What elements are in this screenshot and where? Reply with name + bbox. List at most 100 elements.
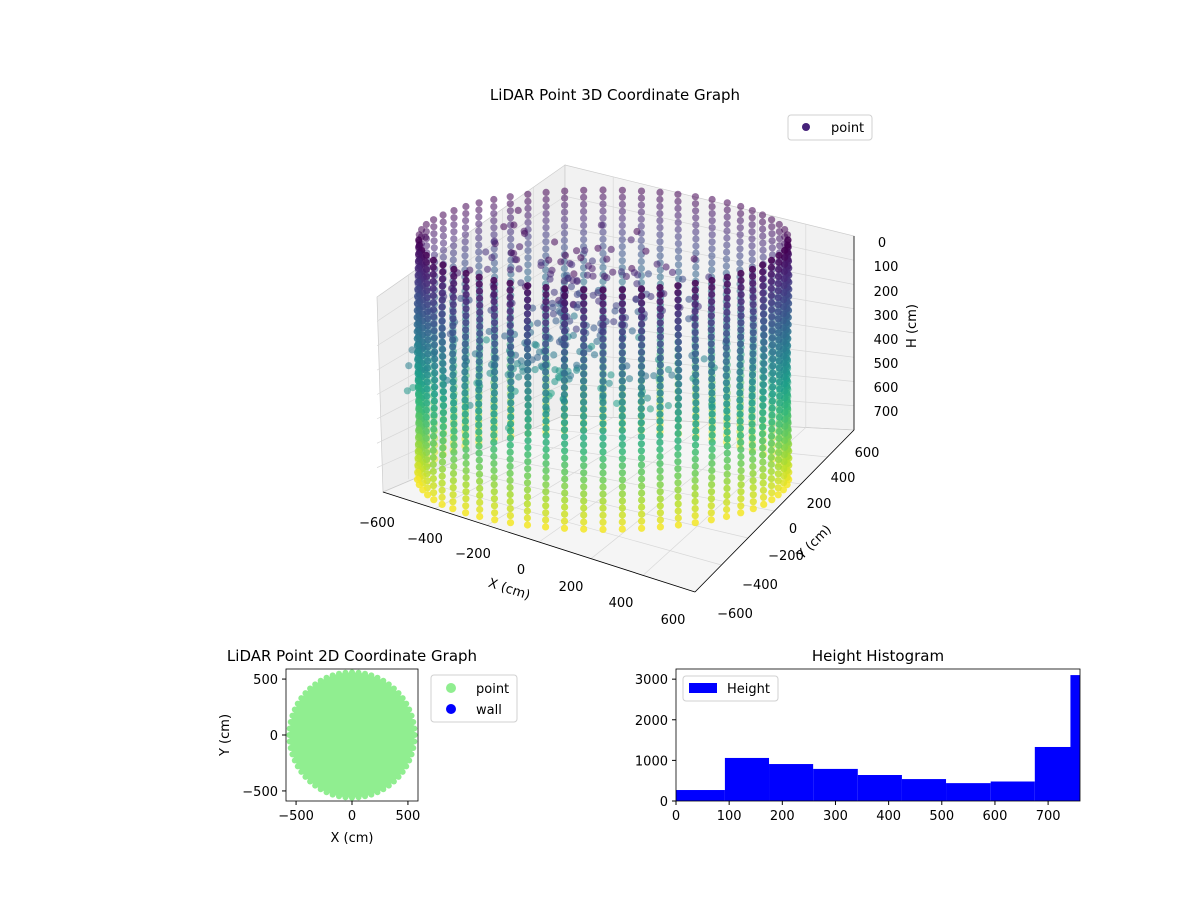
point-3d [599,434,607,442]
point-3d [736,252,744,260]
point-3d [737,474,745,482]
point-3d [461,224,470,232]
point-3d [439,211,447,219]
point-3d [780,267,788,276]
point-3d [759,246,767,254]
point-3d [414,363,422,371]
point-3d [476,301,484,309]
point-3d [490,276,498,285]
point-3d [723,421,731,429]
x-ticks: −600 −400 −200 0 200 400 600 [359,516,685,628]
point-3d [723,280,731,288]
point-3d [580,278,588,286]
point-3d [542,195,550,204]
point-3d [439,246,448,254]
point-3d [723,484,731,492]
z-tick-label: 600 [874,381,899,396]
point-3d [546,275,554,283]
z-tick-label: 300 [874,309,899,324]
point-3d [638,292,646,300]
point-3d [656,188,664,196]
point-3d [581,246,589,254]
point-3d [580,518,588,526]
point-3d [438,472,446,480]
point-3d [656,403,664,411]
point-3d [475,386,483,394]
point-3d [580,525,588,533]
point-3d [708,259,716,267]
point-cloud [403,186,793,534]
point-3d [462,312,470,320]
point-3d [524,254,532,262]
point-3d [691,448,700,456]
point-3d [594,244,602,252]
point-3d [674,233,682,241]
point-3d [554,373,563,381]
legend-2d-label-point: point [476,682,509,697]
point-3d [438,289,446,297]
point-3d [461,245,469,253]
point-3d [542,217,550,225]
point-2d [374,674,381,681]
point-3d [656,354,665,362]
point-3d [599,193,607,201]
point-3d [580,307,588,315]
x-tick-label-hist: 300 [823,809,848,824]
point-3d [656,375,664,383]
point-3d [768,425,776,433]
point-3d [775,336,783,344]
point-3d [542,188,550,196]
point-3d [748,378,757,386]
point-3d [523,303,532,311]
point-3d [767,263,776,271]
point-3d [424,329,432,337]
point-3d [450,399,458,407]
point-3d [524,211,532,219]
point-3d [759,451,767,459]
point-3d [462,459,470,468]
point-3d [599,406,607,414]
point-3d [449,343,457,351]
point-3d [506,511,514,520]
point-3d [461,417,469,425]
point-3d [429,467,437,476]
point-3d [462,467,470,475]
point-2d [286,732,293,738]
point-3d [737,495,745,503]
point-3d [490,495,498,503]
point-3d [775,427,783,436]
point-3d [507,357,515,365]
point-3d [600,272,609,280]
point-3d [524,437,532,445]
point-3d [774,491,782,499]
point-3d [644,270,653,278]
point-3d [637,187,646,195]
y-tick-label: 600 [855,446,880,461]
point-3d [599,511,607,519]
point-3d [767,453,775,462]
point-3d [736,238,744,246]
point-3d [759,296,767,304]
point-3d [430,425,438,433]
point-3d [749,343,757,351]
point-3d [524,465,532,473]
point-3d [674,289,682,297]
point-3d [674,204,682,212]
point-3d [656,326,665,334]
point-3d [707,326,715,334]
point-3d [723,248,731,256]
point-3d [723,463,731,471]
point-3d [439,444,447,452]
point-3d [573,361,581,369]
point-3d [561,251,570,259]
point-3d [768,244,776,252]
point-3d [429,284,437,293]
point-2d [399,695,406,702]
point-3d [675,373,683,381]
point-3d [692,221,700,229]
point-3d [722,358,730,366]
point-3d [674,197,682,205]
point-3d [749,469,757,478]
point-3d [723,220,731,228]
point-3d [737,333,745,341]
